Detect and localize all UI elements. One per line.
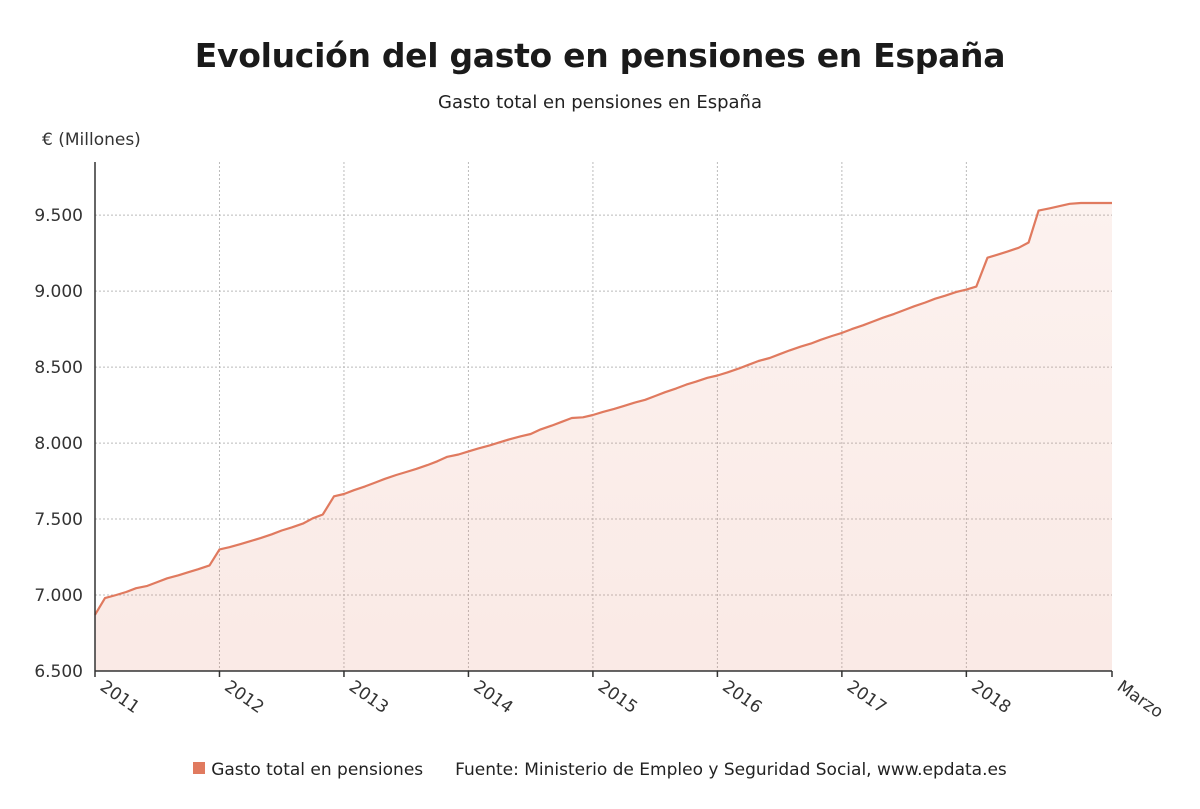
area-layer bbox=[94, 201, 1112, 671]
y-tick-label: 6.500 bbox=[34, 662, 83, 682]
x-tick-label: 2014 bbox=[470, 677, 517, 718]
legend: Gasto total en pensiones Fuente: Minister… bbox=[0, 760, 1200, 780]
chart-subtitle: Gasto total en pensiones en España bbox=[438, 92, 762, 113]
y-tick-label: 9.000 bbox=[34, 282, 83, 302]
legend-swatch bbox=[193, 762, 206, 774]
x-tick-label: Marzo bbox=[1113, 677, 1167, 723]
y-axis-label: € (Millones) bbox=[42, 130, 141, 150]
x-tick-label: 2011 bbox=[96, 677, 143, 718]
y-tick-label: 7.000 bbox=[34, 586, 83, 606]
x-tick-label: 2018 bbox=[967, 677, 1014, 718]
y-tick-label: 8.500 bbox=[34, 358, 83, 378]
source-note: Fuente: Ministerio de Empleo y Seguridad… bbox=[455, 760, 1007, 780]
y-tick-labels: 6.500 7.000 7.500 8.000 8.500 9.000 9.500 bbox=[34, 206, 83, 682]
axes bbox=[94, 162, 1113, 677]
series-area bbox=[95, 203, 1112, 671]
x-tick-label: 2015 bbox=[594, 677, 641, 718]
x-tick-label: 2012 bbox=[221, 677, 268, 718]
x-tick-label: 2013 bbox=[345, 677, 392, 718]
y-tick-label: 7.500 bbox=[34, 510, 83, 530]
x-tick-label: 2016 bbox=[719, 677, 766, 718]
x-tick-label: 2017 bbox=[843, 677, 890, 718]
y-tick-label: 8.000 bbox=[34, 434, 83, 454]
x-tick-labels: 2011 2012 2013 2014 2015 2016 2017 2018 Marzo bbox=[96, 677, 1167, 723]
y-tick-label: 9.500 bbox=[34, 206, 83, 226]
legend-series-label: Gasto total en pensiones bbox=[211, 760, 424, 780]
chart-title: Evolución del gasto en pensiones en Espa… bbox=[194, 36, 1006, 75]
series-line bbox=[94, 201, 1112, 616]
